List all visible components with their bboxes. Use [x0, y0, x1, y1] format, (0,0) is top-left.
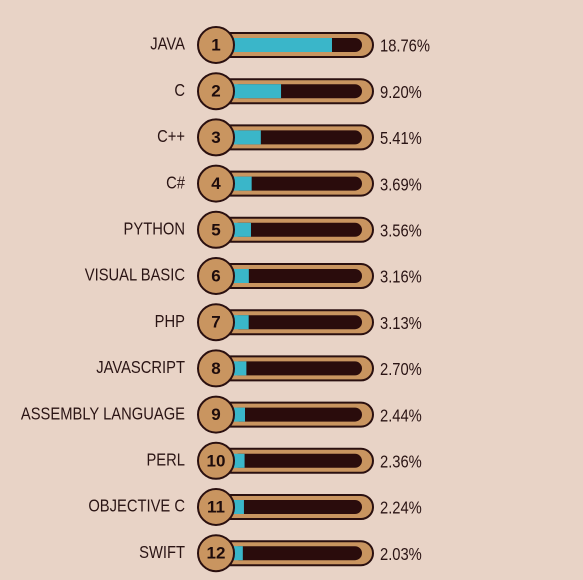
bar: [232, 176, 252, 191]
bar: [232, 269, 249, 283]
rank-label: 4: [211, 174, 221, 193]
rank-label: 1: [211, 35, 220, 54]
rank-label: 12: [207, 544, 226, 563]
rank-badge: [197, 257, 235, 295]
bar-track: [232, 222, 362, 237]
rank-badge: [197, 488, 235, 526]
bar-track: [232, 130, 362, 145]
value-label: 2.24%: [380, 498, 422, 518]
rank-label: 8: [211, 359, 220, 378]
bar: [232, 315, 249, 330]
rank-badge: [197, 118, 235, 157]
rank-badge: [197, 395, 235, 434]
bar-track: [232, 407, 362, 422]
rank-badge: [197, 26, 235, 64]
category-label: PYTHON: [124, 219, 185, 239]
value-label: 3.13%: [380, 314, 422, 334]
value-label: 2.36%: [380, 452, 422, 472]
bar-track: [232, 500, 362, 514]
bar-track: [232, 176, 362, 191]
rank-label: 9: [211, 405, 220, 424]
bar: [232, 84, 282, 99]
bar: [232, 130, 261, 145]
category-label: JAVA: [150, 34, 185, 54]
rank-label: 11: [207, 497, 225, 516]
bar-track: [232, 361, 362, 376]
value-label: 3.69%: [380, 175, 422, 195]
bar-track: [232, 453, 362, 468]
category-label: VISUAL BASIC: [85, 265, 185, 285]
category-label: PHP: [155, 312, 185, 332]
bar-track: [232, 315, 362, 330]
rank-badge: [197, 72, 235, 111]
value-label: 9.20%: [380, 83, 422, 103]
bar: [232, 222, 251, 237]
value-label: 2.70%: [380, 360, 422, 380]
rank-label: 10: [207, 451, 226, 470]
category-label: OBJECTIVE C: [88, 496, 185, 516]
value-label: 5.41%: [380, 129, 422, 149]
rank-badge: [197, 303, 235, 342]
bar: [232, 453, 245, 468]
rank-badge: [197, 349, 235, 388]
category-label: SWIFT: [139, 543, 185, 563]
rank-badge: [197, 441, 235, 480]
value-label: 3.56%: [380, 221, 422, 241]
value-label: 18.76%: [380, 36, 430, 56]
bar: [232, 407, 246, 422]
bar: [232, 546, 243, 561]
category-label: C#: [166, 173, 186, 193]
value-label: 2.44%: [380, 406, 422, 426]
category-label: PERL: [146, 450, 185, 470]
rank-label: 7: [211, 313, 220, 332]
category-label: C: [174, 81, 185, 101]
bar-track: [232, 269, 362, 283]
value-label: 2.03%: [380, 545, 422, 565]
bar: [232, 361, 247, 376]
rank-badge: [197, 210, 235, 249]
rank-label: 5: [211, 220, 220, 239]
bar: [232, 500, 244, 514]
category-label: C++: [157, 127, 185, 147]
rank-label: 6: [211, 266, 220, 285]
rank-badge: [197, 534, 235, 573]
category-label: JAVASCRIPT: [96, 358, 185, 378]
rank-label: 3: [211, 128, 220, 147]
rank-label: 2: [211, 82, 220, 101]
value-label: 3.16%: [380, 267, 422, 287]
category-label: ASSEMBLY LANGUAGE: [21, 404, 185, 424]
rank-badge: [197, 164, 235, 203]
bar-track: [232, 546, 362, 561]
bar: [232, 38, 332, 52]
